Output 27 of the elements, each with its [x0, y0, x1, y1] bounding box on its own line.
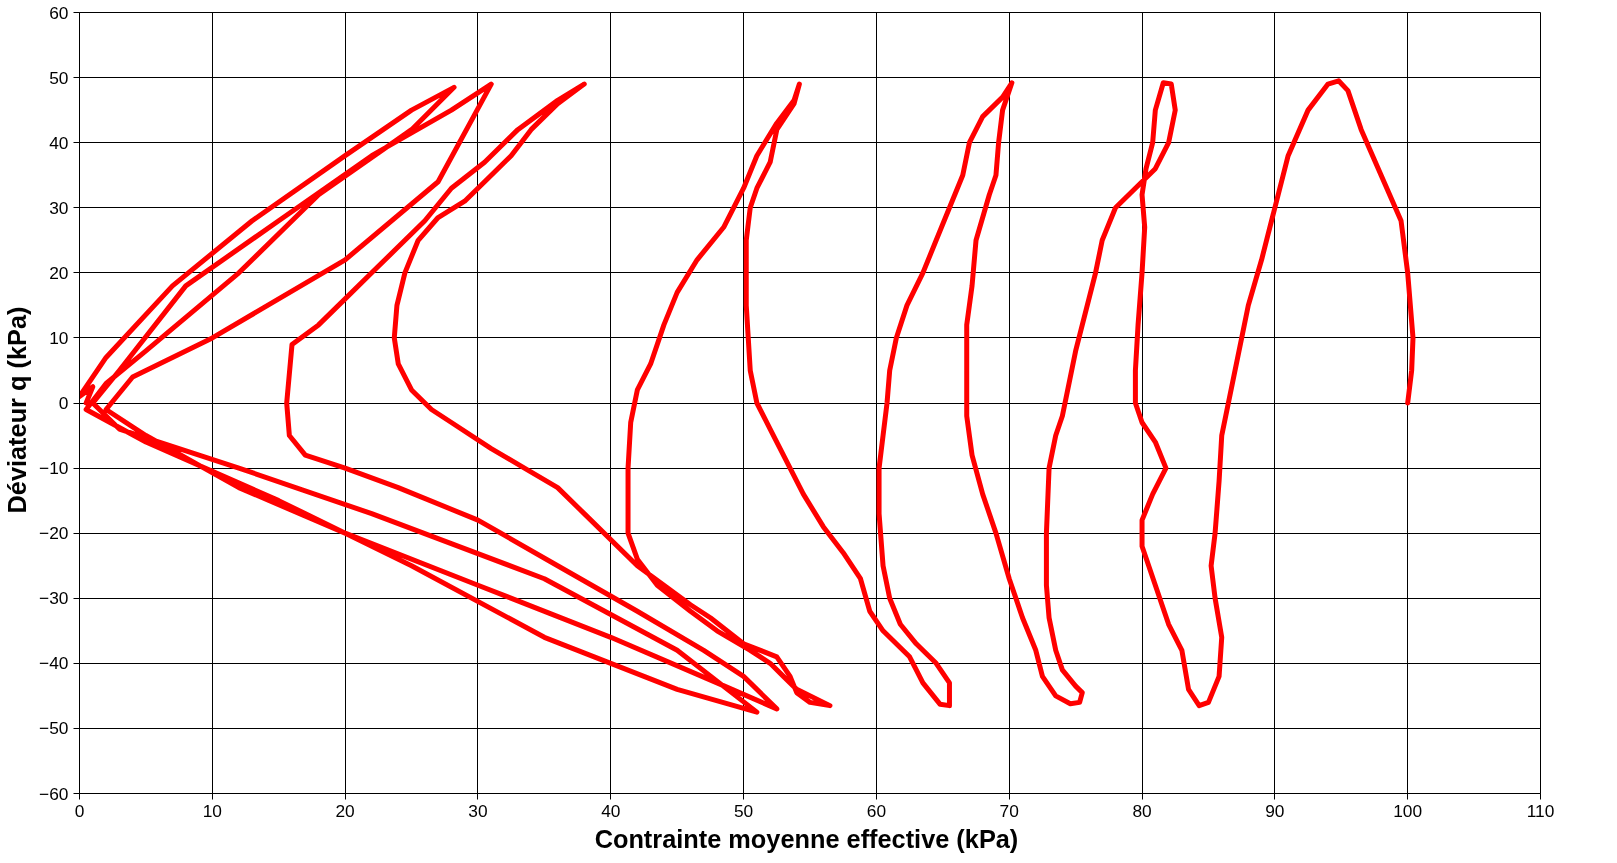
x-tick-label: 10 — [202, 800, 222, 821]
y-tick-label: 0 — [58, 393, 69, 413]
x-tick-label: 80 — [1132, 800, 1152, 821]
y-tick-label: 40 — [49, 132, 69, 153]
y-tick-label: 60 — [49, 2, 69, 23]
x-tick-label: 60 — [866, 800, 887, 821]
x-tick-label: 90 — [1265, 800, 1285, 821]
y-tick-label: −30 — [39, 588, 69, 609]
x-tick-label: 0 — [74, 800, 85, 821]
y-tick-label: −20 — [39, 523, 69, 544]
x-tick-label: 100 — [1393, 800, 1423, 821]
y-tick-label: 30 — [49, 197, 69, 218]
y-axis-title: Déviateur q (kPa) — [3, 306, 32, 514]
y-tick-label: 50 — [49, 67, 69, 88]
x-tick-label: 110 — [1526, 800, 1555, 821]
y-tick-label: 20 — [49, 262, 69, 283]
x-tick-label: 70 — [999, 800, 1019, 821]
x-tick-label: 20 — [335, 800, 355, 821]
y-tick-label: 10 — [49, 327, 69, 348]
y-tick-label: −50 — [39, 718, 69, 739]
y-tick-label: −10 — [39, 458, 69, 479]
x-tick-label: 50 — [733, 800, 754, 821]
y-tick-label: −40 — [39, 653, 69, 674]
x-tick-label: 30 — [468, 800, 488, 821]
x-tick-label: 40 — [601, 800, 621, 821]
y-tick-label: −60 — [39, 783, 69, 804]
x-axis-title: Contrainte moyenne effective (kPa) — [594, 824, 1019, 853]
